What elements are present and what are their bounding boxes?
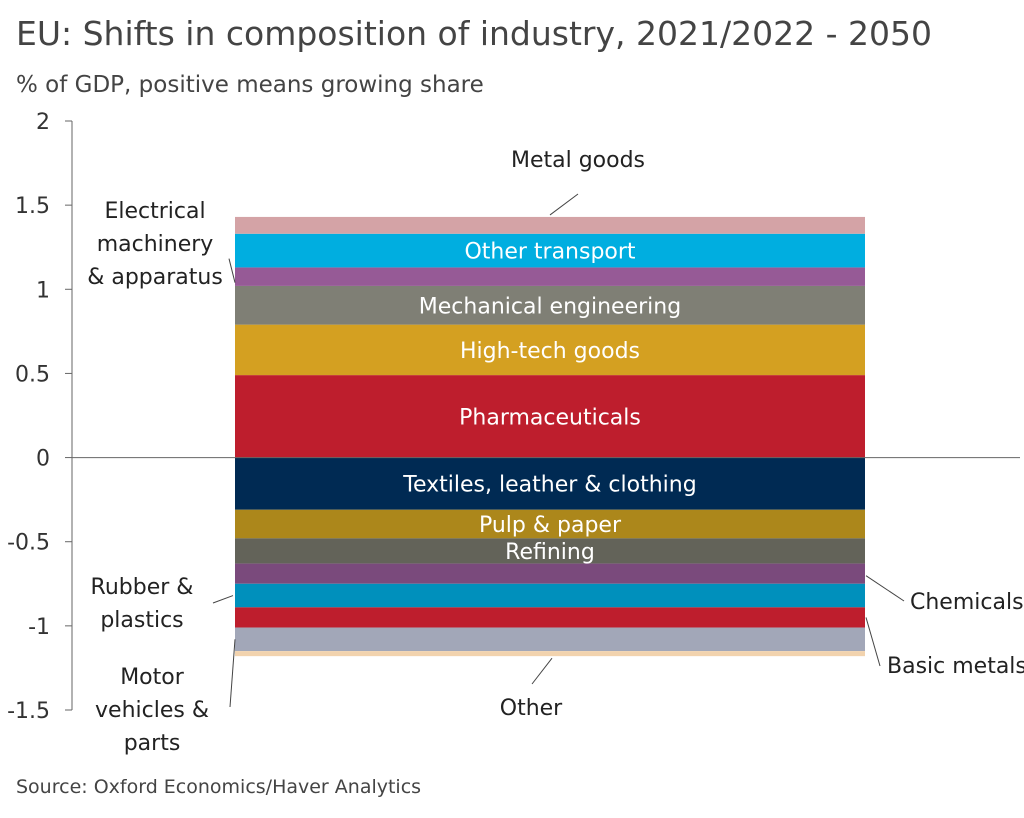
label-chemicals-leader [865, 575, 905, 602]
segment-labels: Pharmaceuticals High-tech goods Mechanical… [87, 148, 1024, 756]
label-pharmaceuticals: Pharmaceuticals [459, 405, 641, 430]
bar-segment-rubber-plastics [235, 583, 865, 608]
label-rubber-plastics-leader [212, 595, 234, 604]
bar-segment-pulp-paper [235, 509, 865, 539]
bar-segment-chemicals [235, 563, 865, 584]
bar-segment-high-tech-goods [235, 324, 865, 376]
y-tick-label: -0.5 [7, 531, 50, 556]
bar-segment-other [235, 651, 865, 657]
bar-segment-motor-vehicles-parts [235, 627, 865, 652]
bar-segment-metal-goods [235, 216, 865, 234]
bar-segment-textiles-leather-clothing [235, 457, 865, 510]
y-axis: 2 1.5 1 0.5 0 -0.5 -1 -1.5 [7, 110, 73, 724]
bar-segment-electrical-machinery-apparatus [235, 267, 865, 286]
label-metal-goods: Metal goods [511, 148, 645, 173]
chart-source: Source: Oxford Economics/Haver Analytics [16, 776, 422, 798]
y-tick-label: 1.5 [15, 194, 50, 219]
y-tick-label: 2 [36, 110, 50, 135]
label-metal-goods-leader [549, 193, 579, 216]
y-tick-label: -1.5 [7, 699, 50, 724]
chart-subtitle: % of GDP, positive means growing share [16, 72, 484, 98]
label-electrical-machinery-apparatus: Electrical machinery & apparatus [87, 199, 223, 290]
label-basic-metals: Basic metals [887, 654, 1024, 679]
bar-segments [235, 216, 865, 657]
label-motor-vehicles-parts: Motor vehicles & parts [95, 665, 209, 756]
label-textiles-leather-clothing: Textiles, leather & clothing [402, 473, 696, 498]
label-other: Other [500, 696, 563, 721]
y-tick-label: 0.5 [15, 362, 50, 387]
bar-segment-mechanical-engineering [235, 285, 865, 325]
label-pulp-paper: Pulp & paper [479, 513, 622, 538]
y-tick-label: 1 [36, 278, 50, 303]
label-rubber-plastics: Rubber & plastics [91, 575, 194, 633]
label-high-tech-goods: High-tech goods [460, 339, 640, 364]
label-other-transport: Other transport [464, 240, 635, 265]
bar-segment-basic-metals [235, 607, 865, 628]
bar-segment-pharmaceuticals [235, 375, 865, 458]
label-other-leader [531, 657, 553, 685]
label-chemicals: Chemicals [910, 590, 1024, 615]
label-mechanical-engineering: Mechanical engineering [419, 294, 681, 319]
bar-segment-other-transport [235, 233, 865, 268]
label-basic-metals-leader [865, 617, 881, 667]
label-electrical-machinery-apparatus-leader [228, 258, 236, 283]
y-tick-label: -1 [28, 615, 50, 640]
chart-title: EU: Shifts in composition of industry, 2… [16, 14, 932, 53]
bar-segment-refining [235, 538, 865, 564]
y-tick-label: 0 [36, 447, 50, 472]
label-refining: Refining [505, 540, 595, 565]
label-motor-vehicles-parts-leader [229, 639, 236, 708]
